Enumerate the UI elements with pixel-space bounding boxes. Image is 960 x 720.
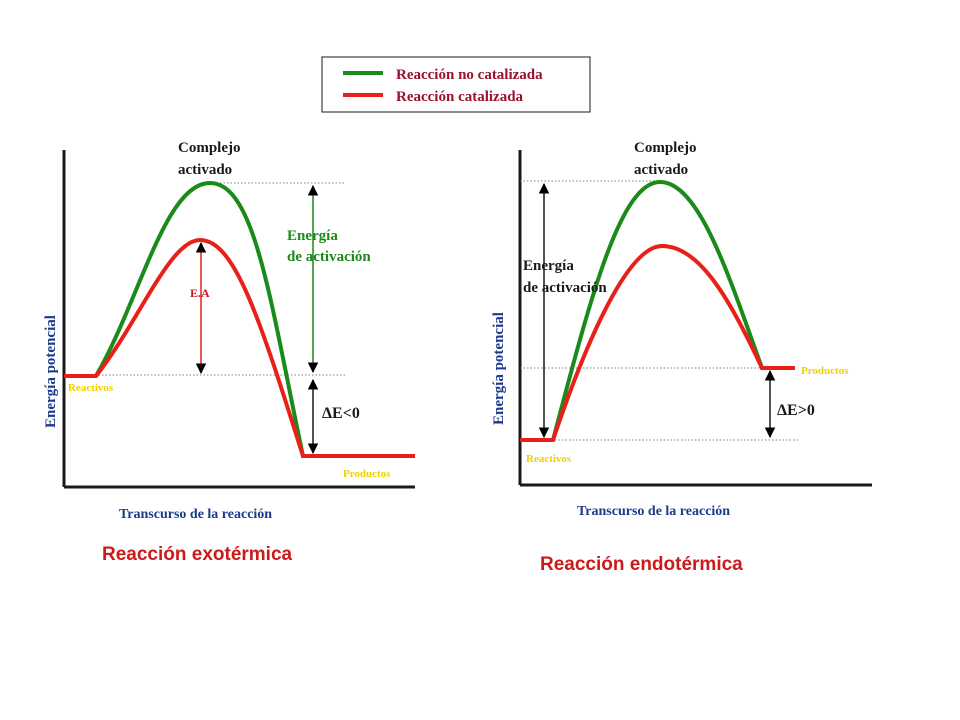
exo-x-axis-label: Transcurso de la reacción <box>119 507 272 522</box>
endo-uncatalyzed-curve <box>520 179 795 442</box>
endo-catalyzed-curve <box>520 243 795 442</box>
exo-energia-label-1: Energía <box>287 228 338 244</box>
exo-y-axis-label: Energía potencial <box>43 315 59 428</box>
exo-reactivos-label: Reactivos <box>68 382 114 394</box>
endo-energia-label-2: de activación <box>523 280 607 296</box>
exo-energia-label-2: de activación <box>287 249 371 265</box>
legend-catalyzed-label: Reacción catalizada <box>396 89 524 105</box>
exo-ea-label: E.A <box>190 286 210 300</box>
exo-complejo-label-1: Complejo <box>178 140 241 156</box>
legend-uncatalyzed-label: Reacción no catalizada <box>396 67 543 83</box>
exo-complejo-label-2: activado <box>178 162 232 178</box>
legend: Reacción no catalizada Reacción cataliza… <box>321 56 591 113</box>
exo-productos-label: Productos <box>343 468 391 480</box>
endo-y-axis-label: Energía potencial <box>491 312 507 425</box>
endo-complejo-label-2: activado <box>634 162 688 178</box>
endo-delta-e-label: ΔE>0 <box>777 402 815 419</box>
endothermic-diagram: Complejo activado Energía de activación … <box>491 140 872 575</box>
endo-title: Reacción endotérmica <box>540 554 743 575</box>
endo-productos-label: Productos <box>801 365 849 377</box>
endo-complejo-label-1: Complejo <box>634 140 697 156</box>
endo-energia-label-1: Energía <box>523 258 574 274</box>
exo-title: Reacción exotérmica <box>102 544 293 565</box>
exo-delta-e-label: ΔE<0 <box>322 405 360 422</box>
endo-x-axis-label: Transcurso de la reacción <box>577 504 730 519</box>
legend-box <box>321 56 591 113</box>
exo-catalyzed-curve <box>64 237 415 458</box>
exo-uncatalyzed-curve <box>64 180 415 458</box>
exothermic-diagram: Complejo activado Energía de activación … <box>43 140 415 565</box>
endo-reactivos-label: Reactivos <box>526 453 572 465</box>
